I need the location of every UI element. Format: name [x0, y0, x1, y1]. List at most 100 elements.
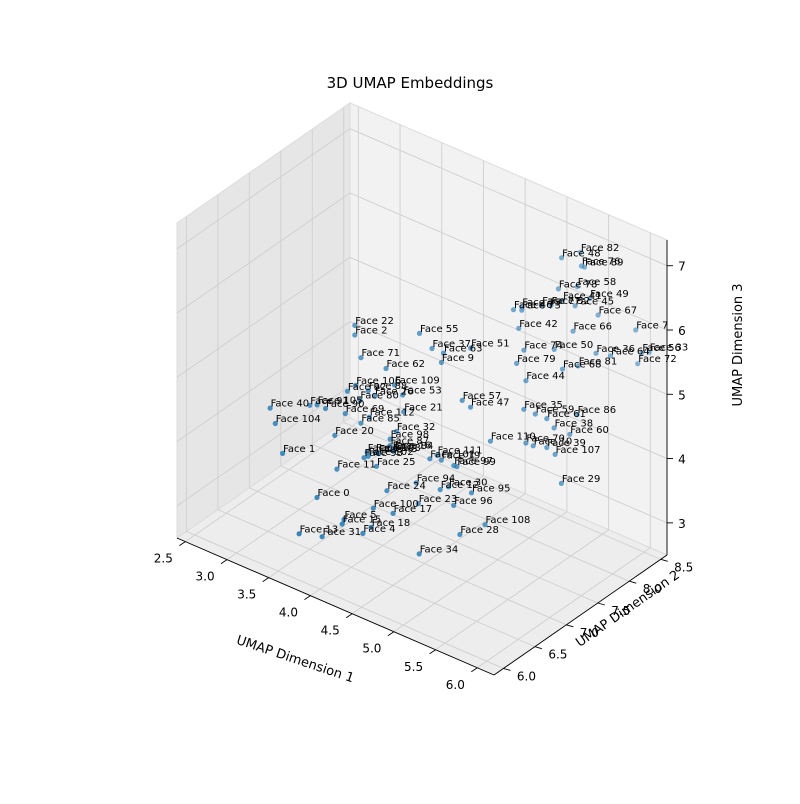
grid-line-x-floor [477, 547, 651, 669]
data-point [457, 531, 463, 538]
data-point [633, 327, 639, 333]
data-point [364, 449, 370, 455]
point-label: Face 41 [563, 291, 602, 302]
point-label: Face 19 [442, 451, 481, 462]
point-label: Face 100 [374, 499, 419, 510]
y-axis-line [493, 554, 668, 676]
y-tick-label: 6.0 [517, 669, 536, 683]
point-label: Face 24 [387, 481, 426, 492]
point-label: Face 20 [335, 426, 374, 437]
point-label: Face 101 [430, 449, 475, 460]
point-label: Face 51 [471, 339, 510, 350]
data-point [427, 456, 433, 462]
point-label: Face 69 [346, 404, 385, 415]
data-point [521, 406, 527, 412]
data-point [559, 366, 566, 372]
point-label: Face 33 [650, 343, 689, 354]
x-axis-line [176, 537, 495, 676]
data-point [646, 349, 652, 355]
point-label: Face 82 [581, 243, 620, 254]
point-label: Face 60 [570, 425, 609, 436]
point-label: Face 61 [547, 409, 586, 420]
data-point [272, 420, 278, 427]
point-label: Face 15 [343, 515, 382, 526]
point-label: Face 18 [372, 518, 411, 529]
data-point [514, 360, 520, 366]
data-points [267, 249, 652, 557]
grid-line-z-back [349, 385, 668, 524]
point-label: Face 70 [526, 434, 565, 445]
point-label: Face 50 [555, 340, 594, 351]
point-label: Face 112 [370, 408, 415, 419]
data-point [467, 404, 474, 410]
grid-line-z-left [176, 128, 351, 250]
data-point [577, 249, 584, 255]
point-label: Face 81 [579, 356, 618, 367]
grid-line-x-floor [393, 511, 568, 633]
data-point [352, 332, 358, 338]
y-tick [660, 558, 668, 562]
grid-line-x-floor [351, 493, 526, 615]
point-label: Face 97 [454, 456, 493, 467]
x-tick-label: 2.5 [154, 552, 173, 566]
data-point [445, 484, 452, 490]
point-label: Face 53 [403, 386, 442, 397]
data-point [510, 307, 517, 313]
data-point [314, 494, 320, 501]
data-point [574, 284, 580, 290]
data-point [322, 405, 329, 412]
point-label: Face 94 [417, 473, 456, 484]
point-label: Face 40 [271, 399, 310, 410]
point-label: Face 86 [578, 405, 617, 416]
point-label: Face 87 [391, 436, 430, 447]
data-point [519, 304, 525, 310]
point-label: Face 2 [355, 326, 387, 337]
x-tick [304, 595, 311, 601]
data-point [352, 322, 358, 328]
data-point [415, 501, 421, 507]
data-point [593, 350, 599, 356]
point-label: Face 58 [578, 277, 617, 288]
z-tick-label: 3 [678, 517, 686, 531]
x-tick [471, 667, 478, 673]
data-point [578, 263, 585, 269]
point-label: Face 73 [522, 301, 561, 312]
data-point [353, 382, 359, 388]
data-point [371, 393, 378, 399]
point-label: Face 7 [636, 321, 668, 332]
point-label: Face 98 [391, 430, 430, 441]
axes: 2.5 3.0 3.5 4.0 4.5 5.0 5.5 6.0 6.0 6.5 7.0 7.5 8.0 8… [154, 240, 693, 692]
point-label: Face 43 [379, 444, 418, 455]
y-tick-label: 8.5 [674, 560, 693, 574]
data-point [341, 516, 347, 523]
data-point [575, 363, 581, 369]
grid-line-z-back [349, 192, 668, 331]
data-point [372, 450, 379, 456]
data-point [332, 432, 338, 438]
point-label: Face 31 [323, 527, 362, 538]
data-point [387, 436, 393, 442]
point-label: Face 93 [365, 448, 404, 459]
y-tick-label: 7.5 [611, 604, 630, 618]
point-label: Face 75 [522, 297, 561, 308]
grid-line-x-floor [310, 475, 484, 597]
point-label: Face 89 [585, 258, 624, 269]
point-label: Face 102 [369, 447, 414, 458]
grid-line-y-floor [186, 531, 504, 669]
x-tick [179, 541, 186, 546]
point-label: Face 52 [552, 296, 591, 307]
data-point [389, 447, 395, 453]
data-point [319, 534, 325, 540]
data-point [451, 463, 457, 469]
grid-line-z-left [176, 321, 351, 442]
point-label: Face 96 [454, 496, 493, 507]
point-label: Face 0 [318, 488, 350, 499]
point-label: Face 16 [393, 441, 432, 452]
data-point [357, 397, 363, 403]
point-label: Face 111 [438, 446, 483, 457]
point-label: Face 79 [517, 354, 556, 365]
data-point [608, 353, 614, 359]
point-label: Face 74 [524, 341, 563, 352]
